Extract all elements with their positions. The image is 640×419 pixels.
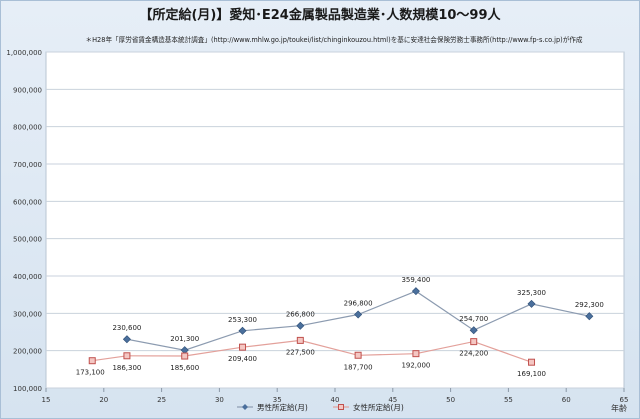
data-label: 254,700: [459, 315, 488, 323]
legend-label: 男性所定給(月): [257, 402, 308, 412]
y-tick-label: 600,000: [13, 198, 42, 206]
data-label: 292,300: [575, 301, 604, 309]
y-tick-label: 300,000: [13, 310, 42, 318]
data-point: [354, 310, 363, 319]
data-point: [469, 326, 478, 335]
data-point: [181, 352, 189, 360]
data-label: 296,800: [344, 300, 373, 308]
x-tick-label: 50: [446, 396, 455, 404]
x-tick-label: 35: [273, 396, 282, 404]
data-label: 359,400: [401, 276, 430, 284]
y-tick-label: 900,000: [13, 86, 42, 94]
gridlines: [46, 51, 624, 389]
data-point: [412, 350, 420, 358]
y-tick-label: 700,000: [13, 161, 42, 169]
legend-marker: [338, 404, 344, 410]
data-point: [354, 351, 362, 359]
data-label: 173,100: [76, 369, 105, 377]
data-point: [296, 336, 304, 344]
data-label: 253,300: [228, 316, 257, 324]
data-point: [88, 357, 96, 365]
data-label: 185,600: [170, 364, 199, 372]
data-label: 186,300: [112, 364, 141, 372]
legend-label: 女性所定給(月): [353, 402, 404, 412]
data-label: 187,700: [344, 363, 373, 371]
x-tick-label: 60: [562, 396, 571, 404]
chart-subtitle: ＊H28年「厚労省賃金構造基本統計調査」(http://www.mhlw.go.…: [86, 35, 583, 44]
y-tick-label: 800,000: [13, 124, 42, 132]
data-label: 227,500: [286, 348, 315, 356]
data-labels: 230,600 201,300 253,300 266,800 296,800 359,4…: [76, 276, 604, 378]
data-label: 192,000: [401, 362, 430, 370]
data-label: 201,300: [170, 335, 199, 343]
data-point: [528, 358, 536, 366]
x-tick-label: 55: [504, 396, 513, 404]
x-tick-label: 65: [620, 396, 629, 404]
axes: 100,000 200,000 300,000 400,000 500,000 600,0…: [6, 49, 628, 404]
data-point: [238, 326, 247, 335]
data-label: 224,200: [459, 350, 488, 358]
chart-title: 【所定給(月)】愛知･E24金属製品製造業･人数規模10～99人: [139, 7, 501, 23]
data-point: [411, 287, 420, 296]
data-point: [296, 321, 305, 330]
x-tick-label: 45: [388, 396, 397, 404]
legend-marker: [242, 404, 248, 410]
series-male: [122, 287, 594, 355]
data-point: [470, 338, 478, 346]
data-point: [239, 343, 247, 351]
legend-item: 女性所定給(月): [333, 402, 404, 412]
series-group: [88, 287, 594, 366]
x-tick-label: 20: [99, 396, 108, 404]
x-tick-label: 30: [215, 396, 224, 404]
plot-area: [45, 51, 625, 389]
y-tick-label: 500,000: [13, 236, 42, 244]
y-tick-label: 400,000: [13, 273, 42, 281]
y-tick-label: 200,000: [13, 348, 42, 356]
y-tick-label: 100,000: [13, 385, 42, 393]
legend: 男性所定給(月) 女性所定給(月): [237, 402, 404, 412]
data-label: 209,400: [228, 355, 257, 363]
data-point: [122, 335, 131, 344]
x-tick-label: 25: [157, 396, 166, 404]
legend-item: 男性所定給(月): [237, 402, 308, 412]
data-point: [585, 312, 594, 321]
x-axis-label: 年齢: [611, 403, 627, 413]
data-label: 230,600: [112, 324, 141, 332]
data-label: 325,300: [517, 289, 546, 297]
x-tick-label: 40: [331, 396, 340, 404]
data-label: 266,800: [286, 311, 315, 319]
series-female: [88, 336, 536, 366]
data-label: 169,100: [517, 370, 546, 378]
data-point: [527, 299, 536, 308]
y-tick-label: 1,000,000: [6, 49, 42, 57]
x-tick-label: 15: [42, 396, 51, 404]
data-point: [123, 352, 131, 360]
